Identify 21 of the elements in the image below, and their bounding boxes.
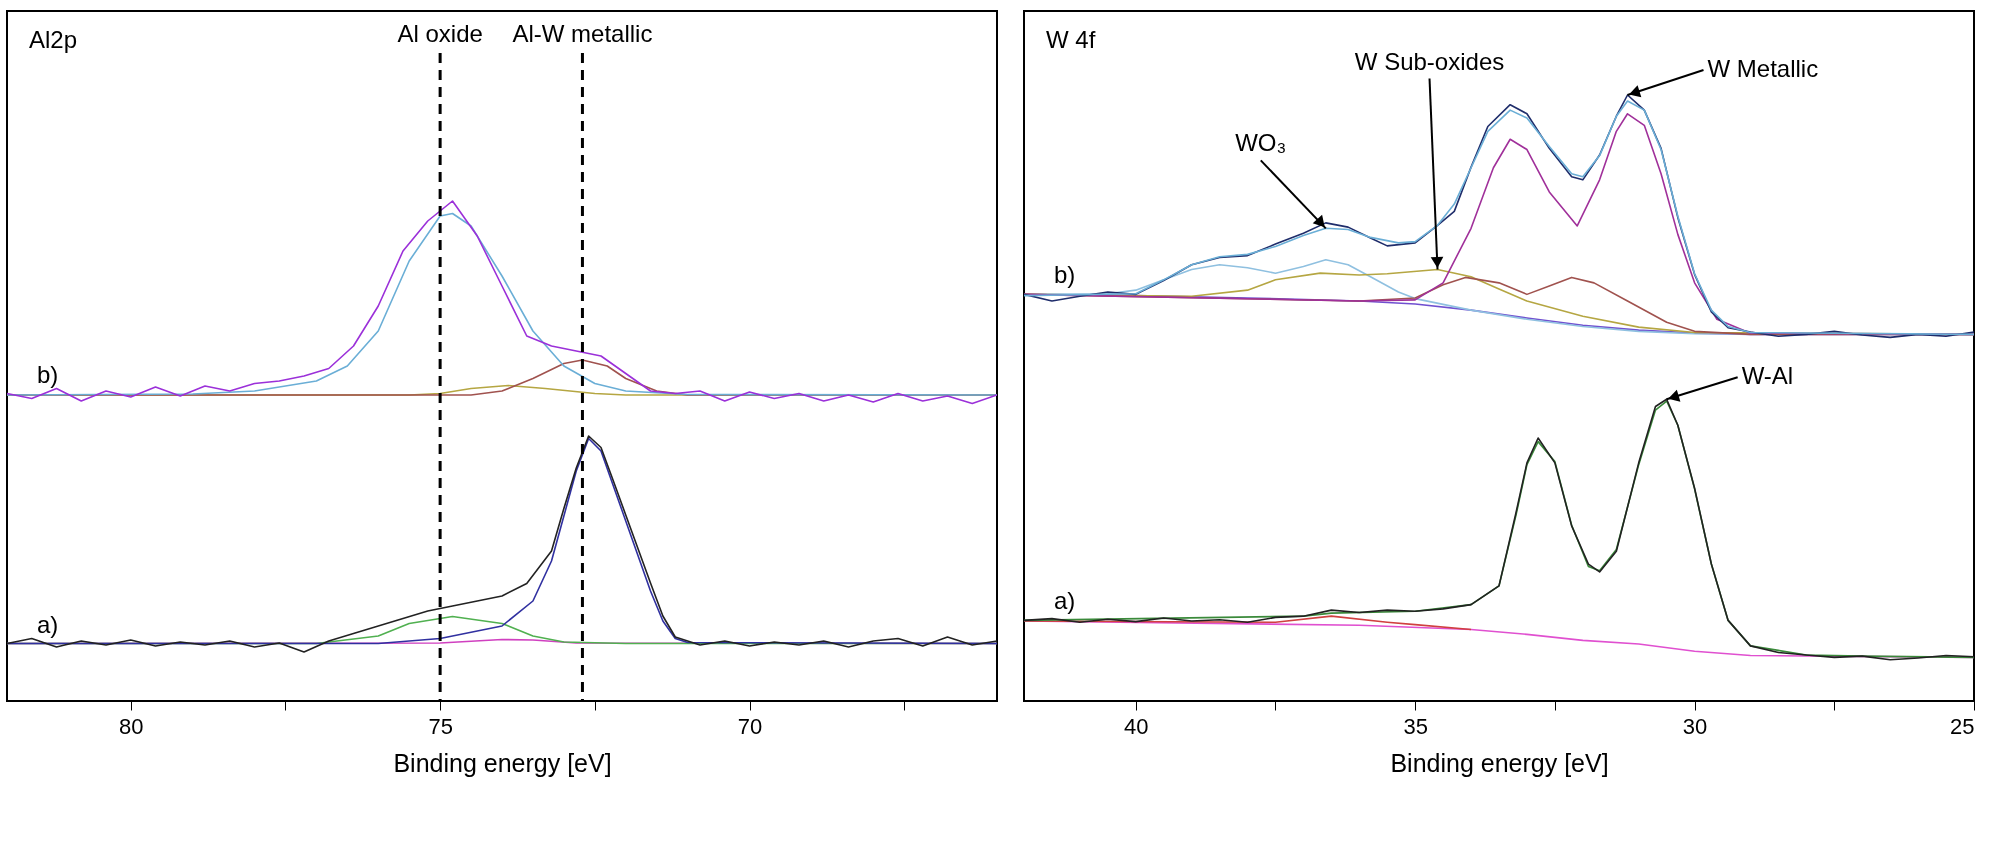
series-label: b)	[37, 360, 59, 388]
x-axis-title: Binding energy [eV]	[1390, 748, 1609, 777]
x-tick-label: 70	[737, 713, 763, 739]
x-tick-label: 80	[119, 713, 144, 739]
series-label: b)	[1054, 261, 1076, 289]
annotation: W Metallic	[1707, 55, 1819, 82]
annotation: WO₃	[1235, 129, 1287, 157]
x-tick-label: 25	[1950, 713, 1975, 739]
chart-title: W 4f	[1046, 26, 1096, 53]
annotation: W Sub-oxides	[1354, 47, 1505, 75]
x-tick-label: 40	[1124, 713, 1149, 739]
x-axis-title: Binding energy [eV]	[393, 748, 612, 777]
series-label: a)	[37, 610, 59, 638]
ref-line-label: Al oxide	[397, 20, 483, 47]
annotation: W-Al	[1741, 362, 1794, 390]
ref-line-label: Al-W metallic	[512, 20, 653, 47]
x-tick-label: 75	[428, 713, 453, 739]
x-tick-label: 35	[1403, 713, 1428, 739]
chart-title: Al2p	[29, 26, 78, 53]
x-tick-label: 30	[1682, 713, 1708, 739]
series-label: a)	[1054, 587, 1076, 615]
